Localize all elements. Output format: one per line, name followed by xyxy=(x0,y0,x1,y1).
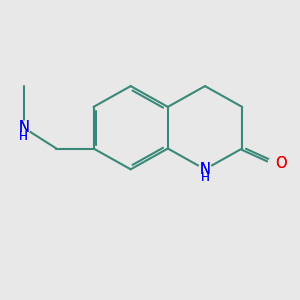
Text: H: H xyxy=(200,171,209,184)
Text: H: H xyxy=(19,130,28,142)
Text: N: N xyxy=(18,120,29,135)
Text: H: H xyxy=(200,171,209,184)
Text: N: N xyxy=(200,162,210,177)
Text: O: O xyxy=(275,156,286,171)
Text: N: N xyxy=(18,120,29,135)
Circle shape xyxy=(268,157,281,170)
Text: N: N xyxy=(200,162,210,177)
Circle shape xyxy=(198,163,212,176)
Text: H: H xyxy=(19,130,28,142)
Text: O: O xyxy=(275,156,286,171)
Circle shape xyxy=(17,121,30,134)
